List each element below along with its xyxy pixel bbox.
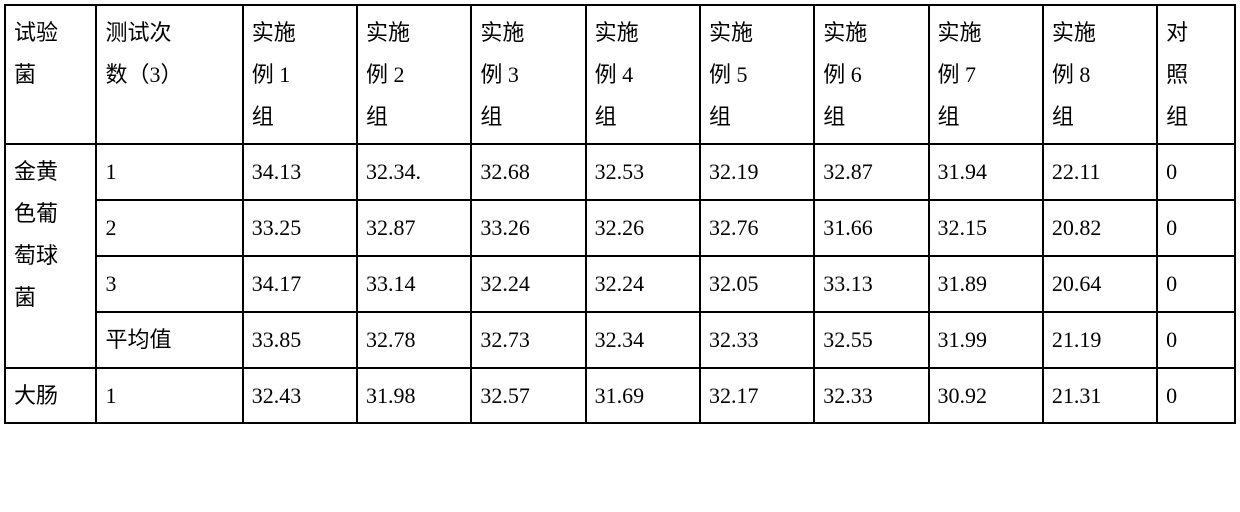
header-group3: 实施例 3组 xyxy=(471,5,585,144)
cell: 32.68 xyxy=(471,144,585,200)
cell: 33.85 xyxy=(243,312,357,368)
cell: 34.17 xyxy=(243,256,357,312)
table-row: 金黄色葡萄球菌 1 34.13 32.34. 32.68 32.53 32.19… xyxy=(5,144,1235,200)
table-row: 平均值 33.85 32.78 32.73 32.34 32.33 32.55 … xyxy=(5,312,1235,368)
cell: 32.57 xyxy=(471,368,585,424)
cell: 32.26 xyxy=(586,200,700,256)
cell: 31.98 xyxy=(357,368,471,424)
cell: 32.17 xyxy=(700,368,814,424)
cell: 32.55 xyxy=(814,312,928,368)
cell: 31.69 xyxy=(586,368,700,424)
cell: 2 xyxy=(96,200,242,256)
cell: 32.19 xyxy=(700,144,814,200)
header-row: 试验菌 测试次数（3） 实施例 1组 实施例 2组 实施例 3组 实施例 4组 … xyxy=(5,5,1235,144)
cell: 21.31 xyxy=(1043,368,1157,424)
cell: 33.26 xyxy=(471,200,585,256)
cell: 32.87 xyxy=(814,144,928,200)
cell: 0 xyxy=(1157,144,1235,200)
cell: 32.05 xyxy=(700,256,814,312)
cell: 32.34. xyxy=(357,144,471,200)
header-group1: 实施例 1组 xyxy=(243,5,357,144)
header-group7: 实施例 7组 xyxy=(929,5,1043,144)
cell: 30.92 xyxy=(929,368,1043,424)
cell: 33.25 xyxy=(243,200,357,256)
cell: 31.94 xyxy=(929,144,1043,200)
cell: 32.43 xyxy=(243,368,357,424)
cell: 32.33 xyxy=(814,368,928,424)
bacteria-name-1: 金黄色葡萄球菌 xyxy=(5,144,96,367)
cell: 33.14 xyxy=(357,256,471,312)
cell: 31.99 xyxy=(929,312,1043,368)
experiment-table: 试验菌 测试次数（3） 实施例 1组 实施例 2组 实施例 3组 实施例 4组 … xyxy=(4,4,1236,424)
cell: 33.13 xyxy=(814,256,928,312)
cell: 32.53 xyxy=(586,144,700,200)
cell: 20.82 xyxy=(1043,200,1157,256)
cell: 0 xyxy=(1157,368,1235,424)
cell: 32.33 xyxy=(700,312,814,368)
cell: 31.89 xyxy=(929,256,1043,312)
header-group5: 实施例 5组 xyxy=(700,5,814,144)
cell: 1 xyxy=(96,368,242,424)
cell: 32.87 xyxy=(357,200,471,256)
cell: 21.19 xyxy=(1043,312,1157,368)
bacteria-name-2: 大肠 xyxy=(5,368,96,424)
cell: 31.66 xyxy=(814,200,928,256)
cell: 0 xyxy=(1157,256,1235,312)
cell: 34.13 xyxy=(243,144,357,200)
header-group4: 实施例 4组 xyxy=(586,5,700,144)
cell: 32.76 xyxy=(700,200,814,256)
cell: 22.11 xyxy=(1043,144,1157,200)
header-group2: 实施例 2组 xyxy=(357,5,471,144)
cell: 0 xyxy=(1157,200,1235,256)
cell: 3 xyxy=(96,256,242,312)
cell: 32.15 xyxy=(929,200,1043,256)
cell: 32.73 xyxy=(471,312,585,368)
cell: 32.78 xyxy=(357,312,471,368)
header-group6: 实施例 6组 xyxy=(814,5,928,144)
cell: 1 xyxy=(96,144,242,200)
header-testnum: 测试次数（3） xyxy=(96,5,242,144)
cell: 0 xyxy=(1157,312,1235,368)
header-group8: 实施例 8组 xyxy=(1043,5,1157,144)
table-row: 大肠 1 32.43 31.98 32.57 31.69 32.17 32.33… xyxy=(5,368,1235,424)
header-bacteria: 试验菌 xyxy=(5,5,96,144)
header-control: 对照组 xyxy=(1157,5,1235,144)
cell: 20.64 xyxy=(1043,256,1157,312)
cell: 平均值 xyxy=(96,312,242,368)
table-row: 3 34.17 33.14 32.24 32.24 32.05 33.13 31… xyxy=(5,256,1235,312)
cell: 32.24 xyxy=(586,256,700,312)
cell: 32.24 xyxy=(471,256,585,312)
cell: 32.34 xyxy=(586,312,700,368)
table-row: 2 33.25 32.87 33.26 32.26 32.76 31.66 32… xyxy=(5,200,1235,256)
